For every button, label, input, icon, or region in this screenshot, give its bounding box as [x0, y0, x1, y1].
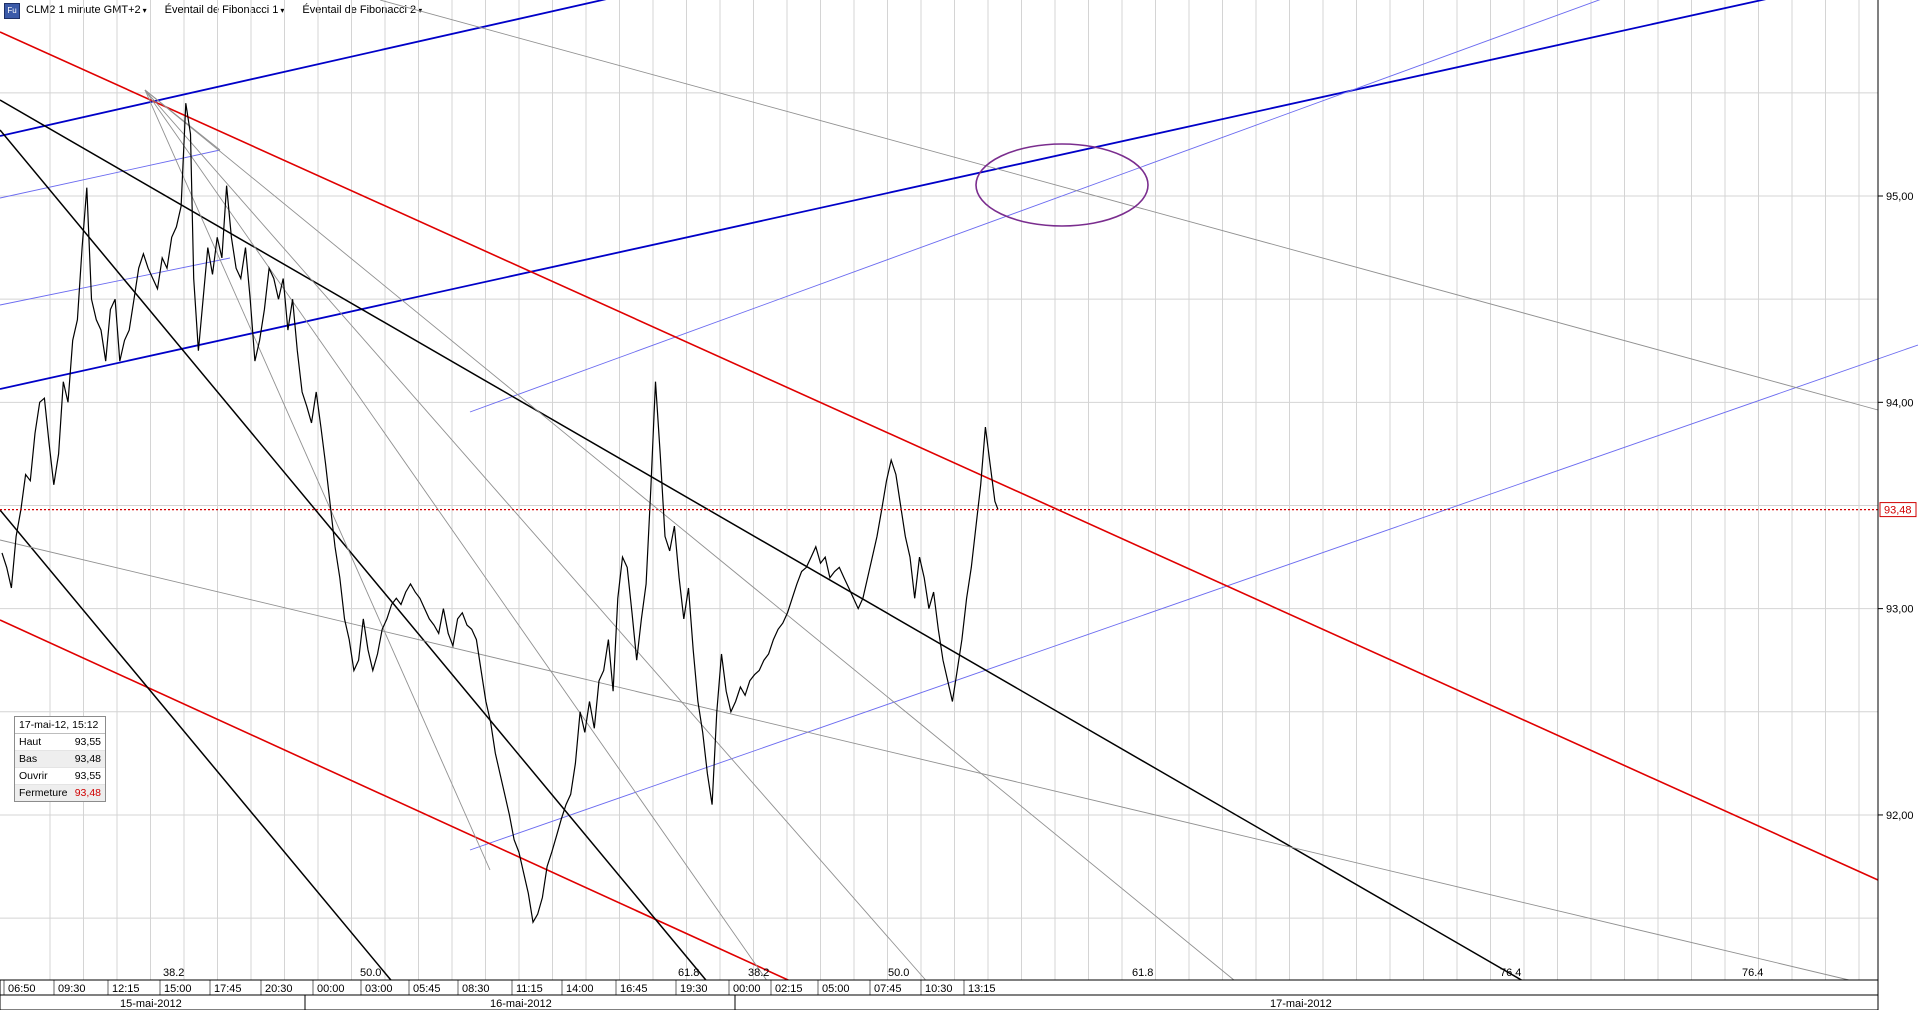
time-label: 05:00	[822, 983, 850, 995]
fib-fan-label: 50.0	[360, 967, 381, 979]
fib-fan-label: 50.0	[888, 967, 909, 979]
current-price-label: 93,48	[1884, 505, 1912, 517]
dropdown-caret-icon[interactable]: ▾	[142, 5, 147, 15]
y-tick-label: 92,00	[1886, 810, 1914, 822]
time-label: 14:00	[566, 983, 594, 995]
red-channel-lower[interactable]	[0, 619, 811, 991]
blue-channel-lower[interactable]	[0, 0, 1780, 390]
instrument-icon[interactable]: Fu	[4, 3, 20, 19]
info-value: 93,48	[74, 787, 101, 799]
fib-fan-label: 38.2	[163, 967, 184, 979]
info-row-open: Ouvrir 93,55	[15, 768, 105, 785]
fib-fan-label: 61.8	[1132, 967, 1153, 979]
time-label: 15:00	[164, 983, 192, 995]
current-price-tag	[1879, 502, 1917, 518]
fan-line[interactable]	[144, 89, 771, 986]
info-value: 93,55	[74, 736, 101, 748]
time-label: 00:00	[733, 983, 761, 995]
price-axis: 92,00 93,00 94,00 95,00 93,48	[1878, 191, 1917, 822]
blue-thin-line[interactable]	[0, 149, 221, 199]
price-series-line	[1, 103, 999, 924]
blue-channel-upper[interactable]	[0, 0, 620, 137]
y-tick-label: 95,00	[1886, 191, 1914, 203]
chart-header: CLM2 1 minute GMT+2 ▾ Éventail de Fibona…	[26, 2, 422, 18]
time-label: 09:30	[58, 983, 86, 995]
time-label: 20:30	[265, 983, 293, 995]
blue-thin-line[interactable]	[0, 257, 231, 306]
fib-fan-2-label: Éventail de Fibonacci 2	[302, 4, 417, 16]
info-label: Haut	[19, 736, 42, 748]
time-label: 12:15	[112, 983, 140, 995]
black-trendline[interactable]	[0, 129, 711, 986]
ohlc-info-box: 17-mai-12, 15:12 Haut 93,55 Bas 93,48 Ou…	[14, 716, 106, 802]
date-label: 17-mai-2012	[1270, 998, 1332, 1010]
time-label: 10:30	[925, 983, 953, 995]
info-row-close: Fermeture 93,48	[15, 785, 105, 801]
time-label: 00:00	[317, 983, 345, 995]
info-row-high: Haut 93,55	[15, 734, 105, 751]
header-fib-fan-2[interactable]: Éventail de Fibonacci 2 ▾	[302, 4, 422, 16]
info-label: Ouvrir	[19, 770, 48, 782]
date-label: 15-mai-2012	[120, 998, 182, 1010]
time-label: 13:15	[968, 983, 996, 995]
time-label: 07:45	[874, 983, 902, 995]
header-fib-fan-1[interactable]: Éventail de Fibonacci 1 ▾	[165, 4, 285, 16]
fib-fan-label: 76.4	[1500, 967, 1521, 979]
fib-fan-label: 38.2	[748, 967, 769, 979]
time-label: 06:50	[8, 983, 36, 995]
blue-thin-line[interactable]	[469, 344, 1918, 851]
date-label: 16-mai-2012	[490, 998, 552, 1010]
fib-fan-1-label: Éventail de Fibonacci 1	[164, 4, 279, 16]
time-label: 16:45	[620, 983, 648, 995]
time-label: 17:45	[214, 983, 242, 995]
fan-line[interactable]	[144, 89, 491, 871]
time-axis: 06:50 09:30 12:15 15:00 17:45 20:30 00:00 03:00…	[0, 979, 1879, 1010]
black-trendline[interactable]	[0, 99, 1531, 986]
y-tick-label: 93,00	[1886, 604, 1914, 616]
black-trendline[interactable]	[0, 509, 396, 986]
time-label: 05:45	[413, 983, 441, 995]
info-label: Bas	[19, 753, 38, 765]
info-value: 93,48	[74, 753, 101, 765]
grid	[0, 0, 1878, 980]
time-label: 11:15	[516, 983, 543, 995]
info-date: 17-mai-12, 15:12	[15, 717, 105, 734]
fan-line[interactable]	[144, 89, 1241, 986]
fan-line[interactable]	[144, 89, 931, 986]
info-label: Fermeture	[19, 787, 68, 799]
fib-fan-label: 76.4	[1742, 967, 1763, 979]
fib-fan-label: 61.8	[678, 967, 699, 979]
fan-line[interactable]	[144, 89, 221, 151]
time-label: 08:30	[462, 983, 490, 995]
fan-line[interactable]	[379, 0, 1879, 411]
info-value: 93,55	[74, 770, 101, 782]
info-row-low: Bas 93,48	[15, 751, 105, 768]
y-tick-label: 94,00	[1886, 397, 1914, 409]
fan-line[interactable]	[0, 539, 1871, 986]
fib-fan-labels: 38.2 50.0 61.8 38.2 50.0 61.8 76.4 76.4	[163, 967, 1763, 979]
dropdown-caret-icon[interactable]: ▾	[418, 5, 423, 15]
time-label: 19:30	[680, 983, 708, 995]
time-label: 03:00	[365, 983, 393, 995]
dropdown-caret-icon[interactable]: ▾	[280, 5, 285, 15]
red-channel-upper[interactable]	[0, 31, 1879, 881]
time-label: 02:15	[775, 983, 803, 995]
blue-thin-line[interactable]	[469, 0, 1610, 413]
highlight-ellipse[interactable]	[975, 143, 1149, 227]
